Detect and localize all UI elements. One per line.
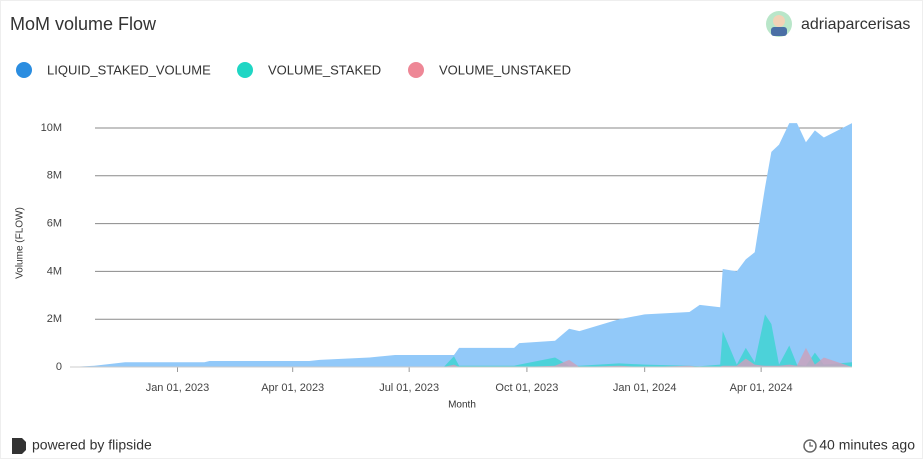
legend-item[interactable]: VOLUME_STAKED — [237, 62, 381, 78]
legend-label: LIQUID_STAKED_VOLUME — [47, 62, 211, 77]
y-tick-label: 4M — [47, 265, 62, 277]
legend-swatch — [237, 62, 253, 78]
x-tick-label: Jan 01, 2024 — [613, 382, 677, 394]
footer-brand[interactable]: powered by flipside — [32, 437, 152, 453]
clock-icon — [803, 439, 817, 453]
user-name[interactable]: adriaparcerisas — [801, 16, 910, 33]
legend-label: VOLUME_STAKED — [268, 62, 381, 77]
x-tick-label: Apr 01, 2024 — [730, 382, 793, 394]
legend-item[interactable]: LIQUID_STAKED_VOLUME — [16, 62, 211, 78]
x-tick-label: Apr 01, 2023 — [261, 382, 324, 394]
y-tick-label: 10M — [41, 122, 62, 134]
footer-updated: 40 minutes ago — [819, 437, 915, 453]
area — [70, 314, 852, 367]
legend-label: VOLUME_UNSTAKED — [439, 62, 571, 77]
x-axis-label: Month — [448, 400, 476, 411]
legend-swatch — [408, 62, 424, 78]
y-axis-label: Volume (FLOW) — [15, 207, 26, 279]
x-tick-label: Jul 01, 2023 — [379, 382, 439, 394]
y-tick-label: 2M — [47, 313, 62, 325]
x-tick-label: Oct 01, 2023 — [495, 382, 558, 394]
x-tick-label: Jan 01, 2023 — [146, 382, 210, 394]
y-tick-label: 8M — [47, 170, 62, 182]
plot-area: 0 2M 4M 6M 8M 10M Jan 01, 2023 Apr 01, 2023 Jul … — [41, 122, 852, 394]
chart-title: MoM volume Flow — [10, 14, 157, 34]
avatar — [766, 11, 792, 37]
flipside-logo — [12, 438, 26, 454]
legend-item[interactable]: VOLUME_UNSTAKED — [408, 62, 571, 78]
legend-swatch — [16, 62, 32, 78]
y-tick-label: 6M — [47, 217, 62, 229]
y-tick-label: 0 — [56, 361, 62, 373]
